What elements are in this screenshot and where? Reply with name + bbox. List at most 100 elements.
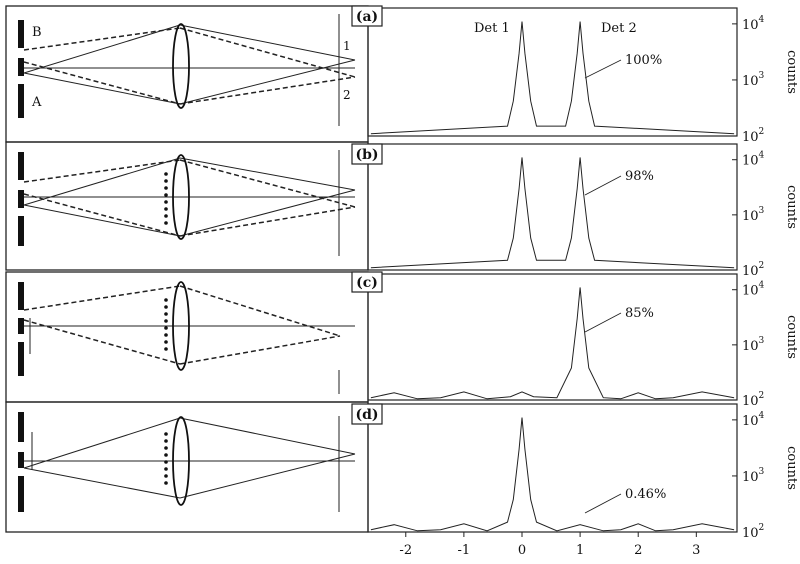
y-tick-label-a: 102 [742, 127, 764, 145]
y-tick-label-d: 104 [742, 411, 765, 429]
optics-schematic-d [5, 401, 369, 533]
y-tick-label-b: 104 [742, 151, 765, 169]
percent-leader-a [584, 59, 622, 79]
ray-solid-2d [179, 417, 356, 455]
percent-label-d: 0.46% [625, 487, 666, 502]
ray-dashed-1b [23, 159, 181, 183]
y-tick-exponent: 2 [759, 391, 765, 401]
percent-label-c: 85% [625, 306, 654, 321]
ray-dashed-2b [179, 159, 356, 208]
dotted-aperture-c [164, 298, 168, 351]
slit-top-d [18, 412, 24, 442]
ray-solid-1a [23, 24, 181, 74]
ray-solid-1d [23, 417, 181, 469]
ray-solid-3a [23, 72, 181, 105]
ray-solid-4d [179, 453, 356, 499]
schematic-frame-b [5, 141, 369, 271]
y-tick-exponent: 3 [759, 71, 765, 81]
panel-label-c: (c) [356, 275, 378, 291]
lens-c [172, 281, 190, 371]
panel-label-c-box: (c) [351, 271, 383, 293]
ray-dashed-2a [179, 27, 356, 78]
y-tick-label-c: 104 [742, 281, 765, 299]
y-axis-label-c: counts [784, 315, 799, 359]
panel-label-a: (a) [356, 9, 378, 25]
spectrum-plot-c: 102 103 104 counts 85% [367, 273, 799, 409]
y-tick-exponent: 4 [759, 411, 765, 421]
lens-b [172, 154, 190, 240]
y-tick-label-b: 103 [742, 206, 765, 224]
ray-solid-2b [179, 157, 356, 191]
ray-solid-4b [179, 189, 356, 237]
slit-bottom-b [18, 216, 24, 246]
slit-top-c [18, 282, 24, 310]
panel-label-b-box: (b) [351, 143, 383, 165]
slit-bottom-c [18, 342, 24, 376]
y-tick-exponent: 2 [759, 523, 765, 533]
y-axis-label-a: counts [784, 50, 799, 94]
plot-frame-c [367, 273, 738, 401]
slit-mid-b [18, 190, 24, 208]
ray-dashed-1a [23, 27, 181, 51]
slit-bottom-a [18, 84, 24, 118]
x-tick-label: 3 [692, 543, 700, 558]
ray-solid-3b [23, 204, 181, 237]
y-tick-exponent: 2 [759, 261, 765, 271]
ray-solid-1b [23, 157, 181, 206]
ray-dashed-3a [23, 61, 181, 105]
y-tick-exponent: 3 [759, 206, 765, 216]
slit-bottom-d [18, 476, 24, 512]
ray-dashed-4a [179, 76, 356, 105]
slit-a-label: A [31, 95, 42, 110]
spectrum-plot-b: 102 103 104 counts 98% [367, 143, 799, 279]
y-tick-label-a: 103 [742, 71, 765, 89]
optics-schematic-c [5, 271, 369, 403]
slit-top-a [18, 20, 24, 48]
spectrum-line-a [370, 21, 735, 135]
percent-label-b: 98% [625, 169, 654, 184]
schematic-frame-d [5, 401, 369, 533]
slit-mid-c [18, 318, 24, 334]
slit-b-label: B [32, 25, 42, 40]
x-tick-label: -2 [399, 543, 412, 558]
x-tick-label: 2 [634, 543, 642, 558]
y-tick-label-d: 102 [742, 523, 764, 541]
percent-label-a: 100% [625, 53, 662, 68]
y-tick-exponent: 4 [759, 281, 765, 291]
y-axis-label-d: counts [784, 446, 799, 490]
y-tick-exponent: 3 [759, 467, 765, 477]
schematic-frame-c [5, 271, 369, 403]
det2-label: Det 2 [601, 21, 637, 36]
lens-d [172, 416, 190, 506]
spectra-plots: 102103104counts100%102103104counts98%102… [367, 7, 799, 558]
ray-dashed-4b [179, 206, 356, 237]
percent-leader-b [584, 175, 622, 196]
panel-label-b: (b) [355, 147, 378, 163]
ray-solid-4a [179, 59, 356, 105]
spectrum-line-d [370, 417, 735, 532]
y-tick-label-c: 102 [742, 391, 764, 409]
ray-solid-2a [179, 24, 356, 61]
y-tick-label-d: 103 [742, 467, 765, 485]
panel-label-a-box: (a) [351, 5, 383, 27]
plot-frame-d [367, 403, 738, 533]
ray-dashed-3c [23, 319, 181, 365]
y-tick-exponent: 2 [759, 127, 765, 137]
spectrum-line-c [370, 287, 735, 400]
y-tick-label-a: 104 [742, 15, 765, 33]
dotted-aperture-b [164, 172, 168, 225]
panel-label-d-box: (d) [351, 403, 383, 425]
x-tick-label: -1 [458, 543, 471, 558]
x-tick-label: 0 [518, 543, 526, 558]
y-tick-exponent: 3 [759, 336, 765, 346]
ray-dashed-3b [23, 193, 181, 237]
panel-label-d: (d) [355, 407, 378, 423]
percent-leader-d [584, 493, 622, 514]
detector-mark-1: 1 [343, 39, 351, 53]
optics-schematic-a: B A 1 2 [5, 5, 369, 143]
y-tick-label-b: 102 [742, 261, 764, 279]
y-axis-label-b: counts [784, 185, 799, 229]
slit-top-b [18, 152, 24, 180]
ray-solid-3d [23, 467, 181, 499]
